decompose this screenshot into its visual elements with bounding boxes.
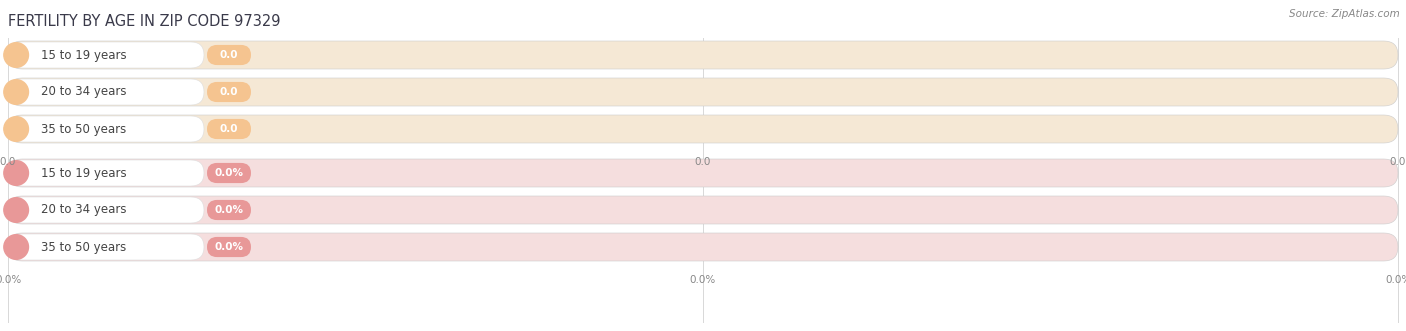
FancyBboxPatch shape xyxy=(8,233,1398,261)
Text: 35 to 50 years: 35 to 50 years xyxy=(41,122,127,135)
Text: 0.0%: 0.0% xyxy=(215,242,243,252)
Text: 0.0: 0.0 xyxy=(1389,157,1406,167)
Text: 0.0%: 0.0% xyxy=(690,275,716,285)
Circle shape xyxy=(4,235,28,259)
Circle shape xyxy=(4,117,28,141)
FancyBboxPatch shape xyxy=(207,237,252,257)
FancyBboxPatch shape xyxy=(207,45,252,65)
Text: 0.0%: 0.0% xyxy=(1385,275,1406,285)
Text: 0.0%: 0.0% xyxy=(0,275,21,285)
FancyBboxPatch shape xyxy=(8,42,204,68)
FancyBboxPatch shape xyxy=(8,79,204,105)
Text: 15 to 19 years: 15 to 19 years xyxy=(41,49,127,62)
Text: 35 to 50 years: 35 to 50 years xyxy=(41,241,127,254)
FancyBboxPatch shape xyxy=(8,159,1398,187)
Text: 0.0: 0.0 xyxy=(0,157,17,167)
Text: 0.0%: 0.0% xyxy=(215,205,243,215)
Circle shape xyxy=(4,80,28,104)
Text: 20 to 34 years: 20 to 34 years xyxy=(41,204,127,216)
FancyBboxPatch shape xyxy=(8,78,1398,106)
FancyBboxPatch shape xyxy=(207,82,252,102)
Circle shape xyxy=(4,198,28,222)
Text: 0.0: 0.0 xyxy=(695,157,711,167)
FancyBboxPatch shape xyxy=(8,116,204,142)
Text: FERTILITY BY AGE IN ZIP CODE 97329: FERTILITY BY AGE IN ZIP CODE 97329 xyxy=(8,15,281,29)
Circle shape xyxy=(4,43,28,67)
Text: 0.0: 0.0 xyxy=(219,124,238,134)
FancyBboxPatch shape xyxy=(8,234,204,260)
Text: Source: ZipAtlas.com: Source: ZipAtlas.com xyxy=(1289,9,1400,19)
FancyBboxPatch shape xyxy=(207,163,252,183)
FancyBboxPatch shape xyxy=(8,196,1398,224)
Text: 0.0: 0.0 xyxy=(219,87,238,97)
Text: 15 to 19 years: 15 to 19 years xyxy=(41,166,127,179)
FancyBboxPatch shape xyxy=(8,197,204,223)
FancyBboxPatch shape xyxy=(8,160,204,186)
FancyBboxPatch shape xyxy=(207,200,252,220)
Text: 0.0: 0.0 xyxy=(219,50,238,60)
FancyBboxPatch shape xyxy=(8,41,1398,69)
FancyBboxPatch shape xyxy=(207,119,252,139)
Text: 20 to 34 years: 20 to 34 years xyxy=(41,85,127,99)
Circle shape xyxy=(4,161,28,185)
FancyBboxPatch shape xyxy=(8,115,1398,143)
Text: 0.0%: 0.0% xyxy=(215,168,243,178)
